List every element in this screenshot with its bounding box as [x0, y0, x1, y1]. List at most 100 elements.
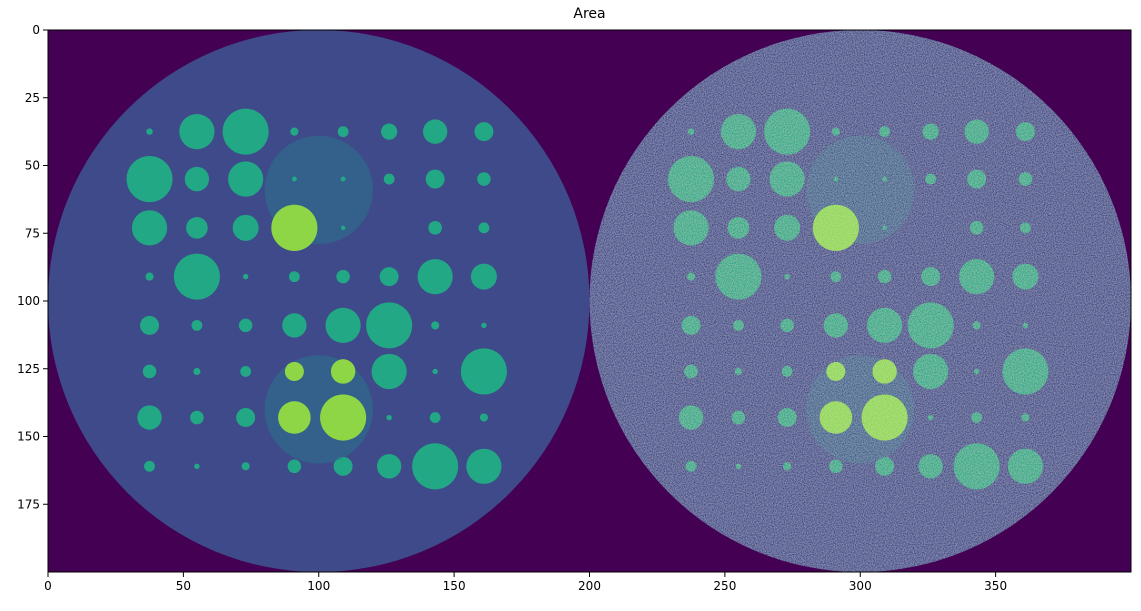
- inclusion-disc: [668, 156, 715, 203]
- inclusion-disc: [140, 315, 160, 335]
- inclusion-disc: [735, 463, 742, 470]
- inclusion-disc: [720, 114, 757, 150]
- inclusion-disc: [877, 269, 892, 284]
- inclusion-disc: [330, 359, 356, 384]
- inclusion-disc: [337, 126, 349, 138]
- inclusion-disc: [972, 321, 981, 330]
- inclusion-disc: [474, 122, 494, 142]
- x-tick-label: 150: [443, 579, 466, 593]
- inclusion-disc: [193, 367, 201, 375]
- inclusion-disc: [879, 126, 891, 138]
- y-tick-label: 150: [17, 430, 40, 444]
- inclusion-disc: [678, 405, 704, 430]
- inclusion-disc: [428, 221, 442, 235]
- inclusion-disc: [432, 368, 438, 375]
- inclusion-disc: [340, 225, 346, 230]
- inclusion-disc: [727, 216, 750, 239]
- inclusion-disc: [481, 322, 487, 329]
- y-tick-label: 125: [17, 362, 40, 376]
- inclusion-disc: [142, 364, 157, 379]
- inclusion-disc: [287, 459, 302, 474]
- phantom-body: [48, 30, 590, 572]
- inclusion-disc: [774, 214, 801, 241]
- inclusion-disc: [145, 272, 154, 281]
- x-tick-label: 350: [984, 579, 1007, 593]
- chart-title: Area: [573, 6, 606, 22]
- inclusion-disc: [422, 119, 448, 144]
- inclusion-disc: [190, 410, 204, 425]
- inclusion-disc: [829, 459, 843, 474]
- inclusion-disc: [927, 414, 934, 421]
- inclusion-disc: [1021, 413, 1030, 422]
- inclusion-disc: [913, 353, 949, 390]
- inclusion-disc: [867, 307, 903, 344]
- inclusion-disc: [242, 273, 249, 280]
- inclusion-disc: [921, 267, 941, 287]
- inclusion-disc: [925, 173, 937, 185]
- inclusion-disc: [466, 448, 502, 484]
- inclusion-disc: [953, 443, 1000, 490]
- image-layer: [48, 30, 1131, 572]
- inclusion-disc: [477, 172, 491, 186]
- inclusion-disc: [290, 127, 299, 136]
- inclusion-disc: [137, 405, 162, 430]
- inclusion-disc: [964, 119, 989, 144]
- inclusion-disc: [336, 269, 350, 284]
- inclusion-disc: [173, 253, 220, 300]
- inclusion-disc: [291, 176, 297, 182]
- inclusion-disc: [769, 161, 805, 197]
- inclusion-disc: [381, 123, 398, 140]
- inclusion-disc: [278, 401, 311, 434]
- inclusion-disc: [812, 204, 859, 251]
- inclusion-disc: [131, 210, 168, 246]
- inclusion-disc: [826, 361, 846, 381]
- x-tick-label: 50: [176, 579, 191, 593]
- inclusion-disc: [1015, 122, 1035, 142]
- inclusion-disc: [823, 313, 849, 338]
- y-tick-label: 175: [17, 497, 40, 511]
- inclusion-disc: [830, 271, 842, 283]
- inclusion-disc: [429, 412, 441, 423]
- inclusion-disc: [1022, 322, 1029, 329]
- inclusion-disc: [875, 456, 895, 476]
- inclusion-disc: [333, 456, 353, 476]
- inclusion-disc: [184, 166, 210, 192]
- inclusion-disc: [284, 361, 304, 381]
- inclusion-disc: [371, 353, 407, 390]
- inclusion-disc: [379, 267, 399, 287]
- inclusion-disc: [872, 359, 897, 384]
- inclusion-disc: [1007, 448, 1044, 484]
- inclusion-disc: [191, 319, 203, 331]
- inclusion-disc: [731, 410, 746, 425]
- inclusion-disc: [126, 156, 173, 203]
- inclusion-disc: [1019, 222, 1031, 234]
- inclusion-disc: [922, 123, 939, 140]
- inclusion-disc: [340, 176, 346, 182]
- y-tick-label: 100: [17, 294, 40, 308]
- inclusion-disc: [186, 216, 208, 239]
- y-tick-label: 50: [25, 159, 40, 173]
- inclusion-disc: [325, 307, 361, 344]
- x-tick-label: 300: [849, 579, 872, 593]
- inclusion-disc: [146, 128, 153, 135]
- inclusion-disc: [460, 348, 507, 395]
- inclusion-disc: [967, 169, 987, 189]
- inclusion-disc: [383, 173, 395, 185]
- inclusion-disc: [882, 225, 887, 230]
- x-tick-label: 0: [44, 579, 52, 593]
- inclusion-disc: [479, 413, 488, 422]
- inclusion-disc: [412, 443, 459, 490]
- inclusion-disc: [240, 366, 252, 377]
- inclusion-disc: [236, 408, 256, 428]
- inclusion-disc: [780, 318, 794, 333]
- inclusion-disc: [969, 221, 984, 235]
- inclusion-disc: [232, 214, 259, 241]
- inclusion-disc: [673, 210, 709, 246]
- inclusion-disc: [431, 321, 440, 330]
- inclusion-disc: [425, 169, 445, 189]
- inclusion-disc: [684, 364, 698, 379]
- inclusion-disc: [918, 454, 943, 479]
- inclusion-disc: [971, 412, 983, 423]
- x-tick-label: 100: [307, 579, 330, 593]
